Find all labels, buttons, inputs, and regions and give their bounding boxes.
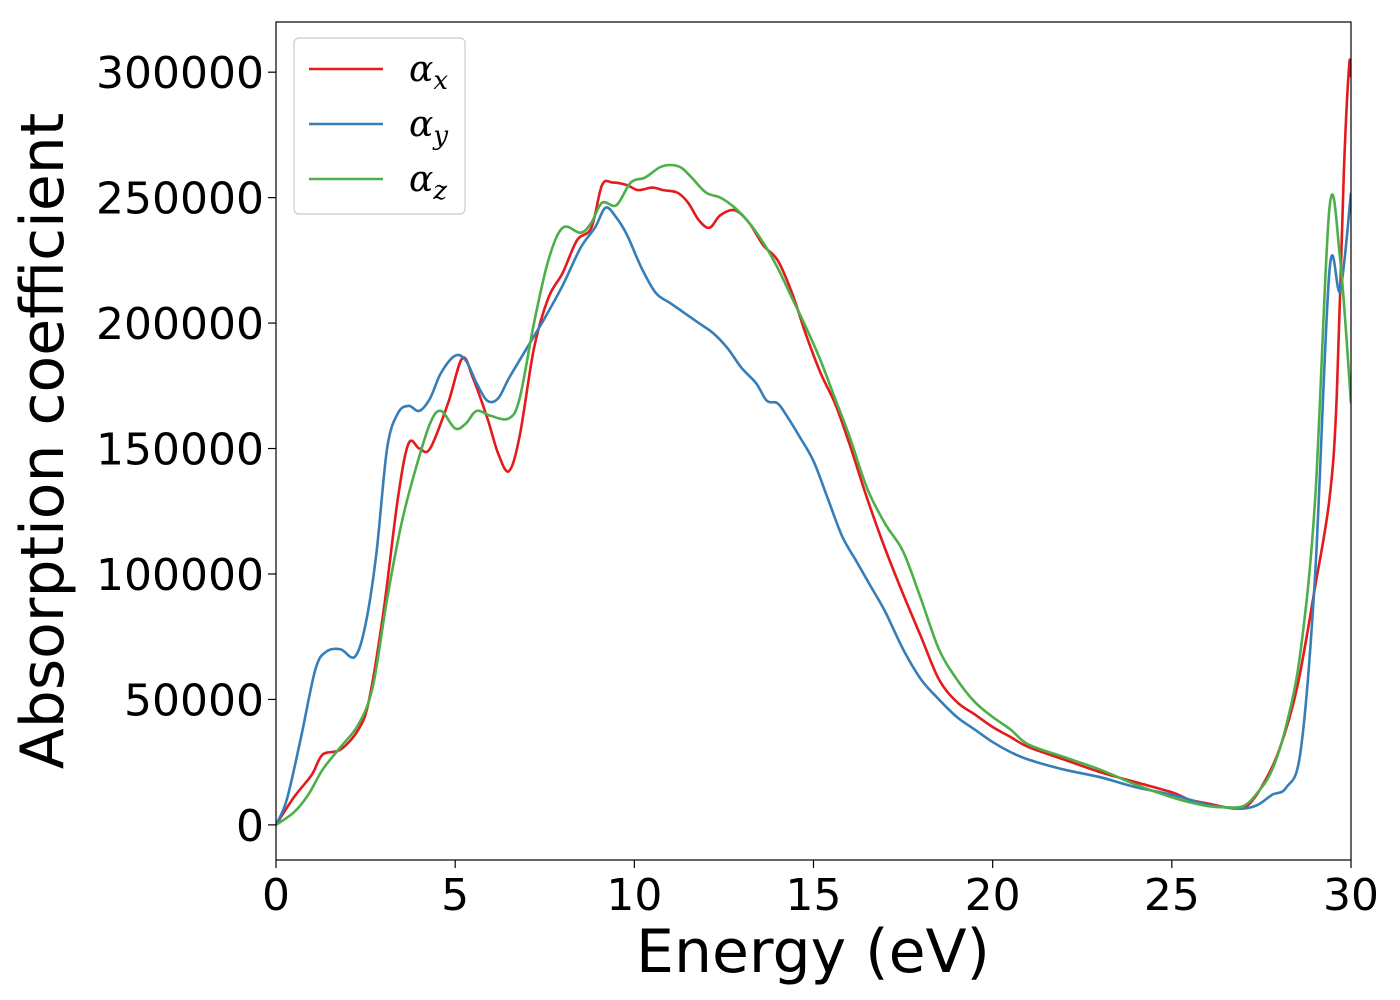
- y-axis-ticks: 0 50000 100000 150000 200000 250000 300000: [96, 48, 276, 852]
- series-lines: [276, 58, 1351, 826]
- y-tick-label: 200000: [96, 299, 264, 350]
- y-tick-label: 150000: [96, 425, 264, 476]
- x-tick-label: 15: [786, 870, 842, 921]
- x-axis-ticks: 0 5 10 15 20 25 30: [262, 860, 1379, 921]
- x-axis-title: Energy (eV): [636, 917, 990, 987]
- x-tick-label: 0: [262, 870, 290, 921]
- y-tick-label: 50000: [124, 675, 264, 726]
- x-tick-label: 20: [965, 870, 1021, 921]
- y-axis-title: Absorption coefficient: [8, 113, 78, 770]
- y-tick-label: 300000: [96, 48, 264, 99]
- x-tick-label: 25: [1144, 870, 1200, 921]
- x-tick-label: 10: [606, 870, 662, 921]
- y-tick-label: 0: [236, 801, 264, 852]
- x-tick-label: 5: [441, 870, 469, 921]
- x-tick-label: 30: [1323, 870, 1379, 921]
- y-tick-label: 250000: [96, 174, 264, 225]
- legend-box: [293, 37, 466, 215]
- y-tick-label: 100000: [96, 550, 264, 601]
- series-line-alpha-z: [276, 163, 1351, 826]
- series-line-alpha-y: [276, 192, 1351, 826]
- legend-label-alpha-z: αz: [409, 159, 447, 206]
